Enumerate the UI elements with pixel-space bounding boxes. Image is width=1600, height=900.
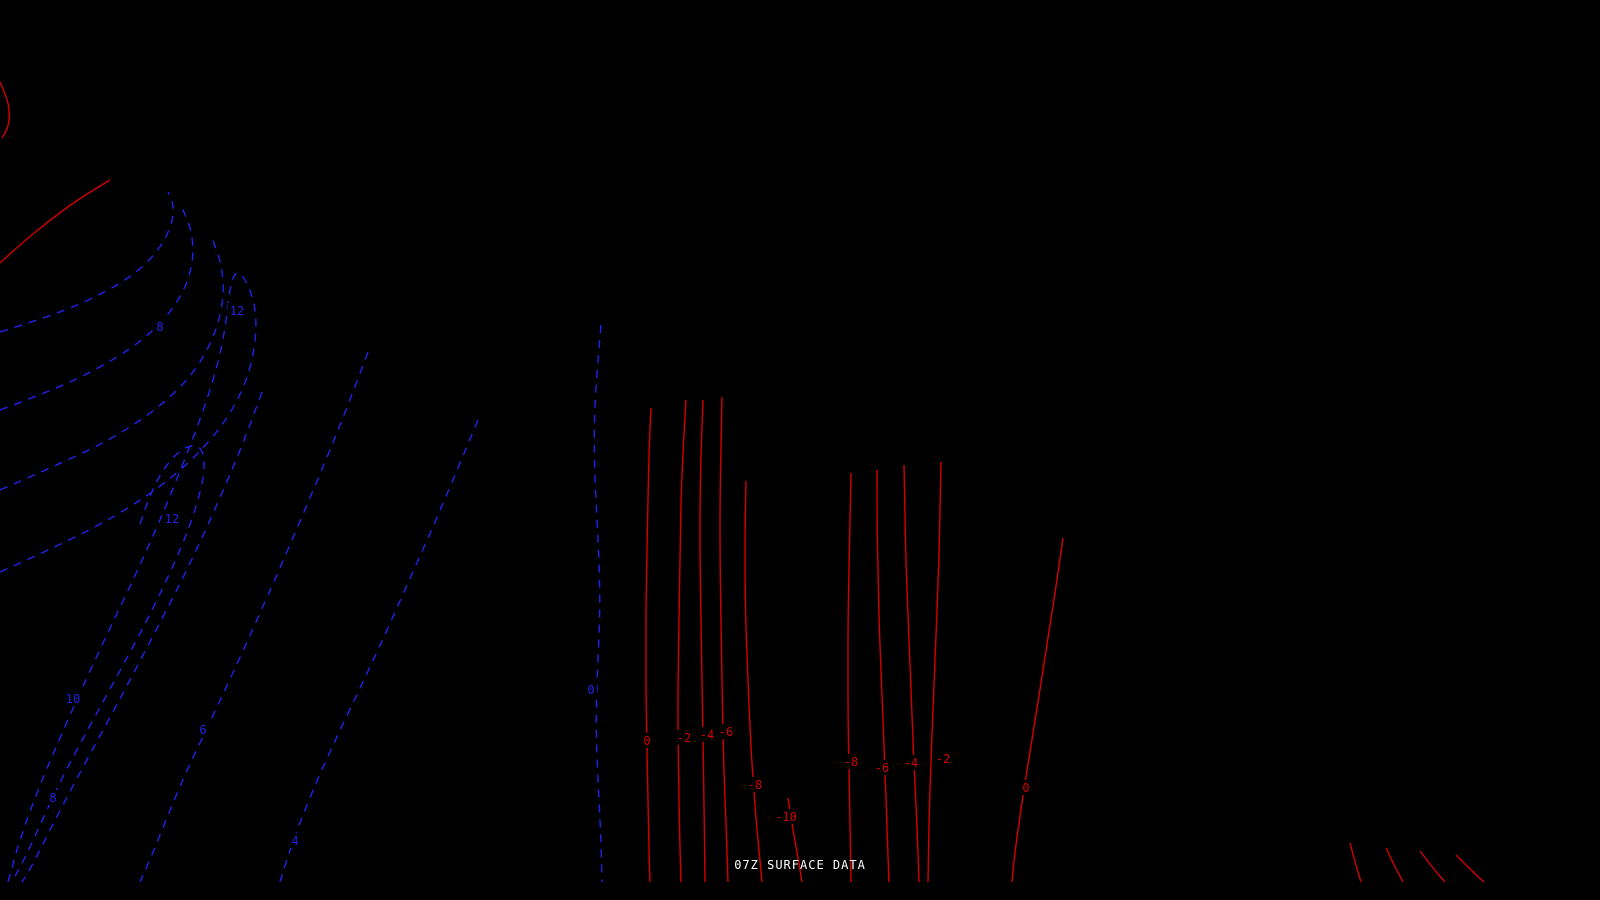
contour-label: 10 bbox=[63, 691, 83, 706]
svg-text:6: 6 bbox=[199, 723, 206, 737]
contour-line-red-m4-left bbox=[699, 399, 706, 883]
contour-line-red-m2-right bbox=[927, 461, 942, 883]
contour-label: -2 bbox=[933, 751, 953, 766]
contour-line-blue-7 bbox=[139, 351, 369, 883]
svg-text:0: 0 bbox=[1022, 781, 1029, 795]
contour-line-blue-6 bbox=[21, 391, 263, 883]
map-title: 07Z SURFACE DATA bbox=[734, 858, 866, 872]
svg-text:-6: -6 bbox=[719, 725, 733, 739]
svg-text:10: 10 bbox=[66, 692, 80, 706]
svg-text:-2: -2 bbox=[936, 752, 950, 766]
contour-label: 8 bbox=[47, 790, 59, 805]
contour-line-blue-9-center bbox=[593, 324, 603, 883]
contour-label: 0 bbox=[585, 682, 597, 697]
contour-label: -6 bbox=[716, 724, 736, 739]
contour-label: -4 bbox=[697, 727, 717, 742]
contour-label: -4 bbox=[901, 755, 921, 770]
svg-text:-4: -4 bbox=[904, 756, 918, 770]
contour-line-blue-2 bbox=[0, 207, 194, 411]
contour-line-red-m8-right bbox=[847, 472, 852, 883]
contour-label: 12 bbox=[227, 303, 247, 318]
contour-line-blue-4-hairpin bbox=[0, 272, 257, 883]
contour-line-red-m2-left bbox=[677, 399, 687, 883]
svg-text:12: 12 bbox=[230, 304, 244, 318]
svg-text:-4: -4 bbox=[700, 728, 714, 742]
contour-line-red-0-left bbox=[645, 407, 652, 883]
contour-line-red-m6-right bbox=[876, 469, 890, 883]
contour-line-blue-8 bbox=[279, 419, 479, 883]
contour-label: -2 bbox=[674, 730, 694, 745]
svg-text:-8: -8 bbox=[748, 778, 762, 792]
contour-line-red-m6-left bbox=[719, 396, 729, 883]
contour-label: 6 bbox=[197, 722, 209, 737]
contour-line-red-m4-right bbox=[903, 464, 920, 883]
contour-line-blue-3 bbox=[0, 237, 224, 491]
contour-line-red-fan-4 bbox=[1455, 854, 1485, 883]
contour-line-red-topleft-arc bbox=[0, 81, 11, 139]
contour-label: 8 bbox=[154, 319, 166, 334]
contour-line-red-m8-left bbox=[744, 480, 763, 883]
contour-line-red-topleft-long bbox=[0, 179, 111, 264]
contour-label: -8 bbox=[745, 777, 765, 792]
svg-text:12: 12 bbox=[165, 512, 179, 526]
contour-line-red-fan-3 bbox=[1419, 850, 1446, 883]
svg-text:8: 8 bbox=[49, 791, 56, 805]
contour-label: -6 bbox=[872, 760, 892, 775]
contour-line-blue-1 bbox=[0, 191, 174, 333]
contour-line-red-fan-2 bbox=[1385, 847, 1404, 883]
svg-text:-6: -6 bbox=[875, 761, 889, 775]
contour-label: 0 bbox=[1020, 780, 1032, 795]
svg-text:-2: -2 bbox=[677, 731, 691, 745]
contour-label: 4 bbox=[289, 833, 301, 848]
contour-label: 0 bbox=[641, 733, 653, 748]
contour-line-red-0-right bbox=[1011, 537, 1064, 883]
contour-line-red-fan-1 bbox=[1349, 842, 1362, 883]
contour-line-blue-5-hairpin bbox=[11, 445, 205, 883]
svg-text:0: 0 bbox=[587, 683, 594, 697]
svg-text:8: 8 bbox=[156, 320, 163, 334]
contour-label: -8 bbox=[841, 754, 861, 769]
svg-text:-10: -10 bbox=[775, 810, 797, 824]
svg-text:4: 4 bbox=[291, 834, 298, 848]
contour-label: 12 bbox=[162, 511, 182, 526]
svg-text:0: 0 bbox=[643, 734, 650, 748]
svg-text:-8: -8 bbox=[844, 755, 858, 769]
contour-label: -10 bbox=[772, 809, 800, 824]
